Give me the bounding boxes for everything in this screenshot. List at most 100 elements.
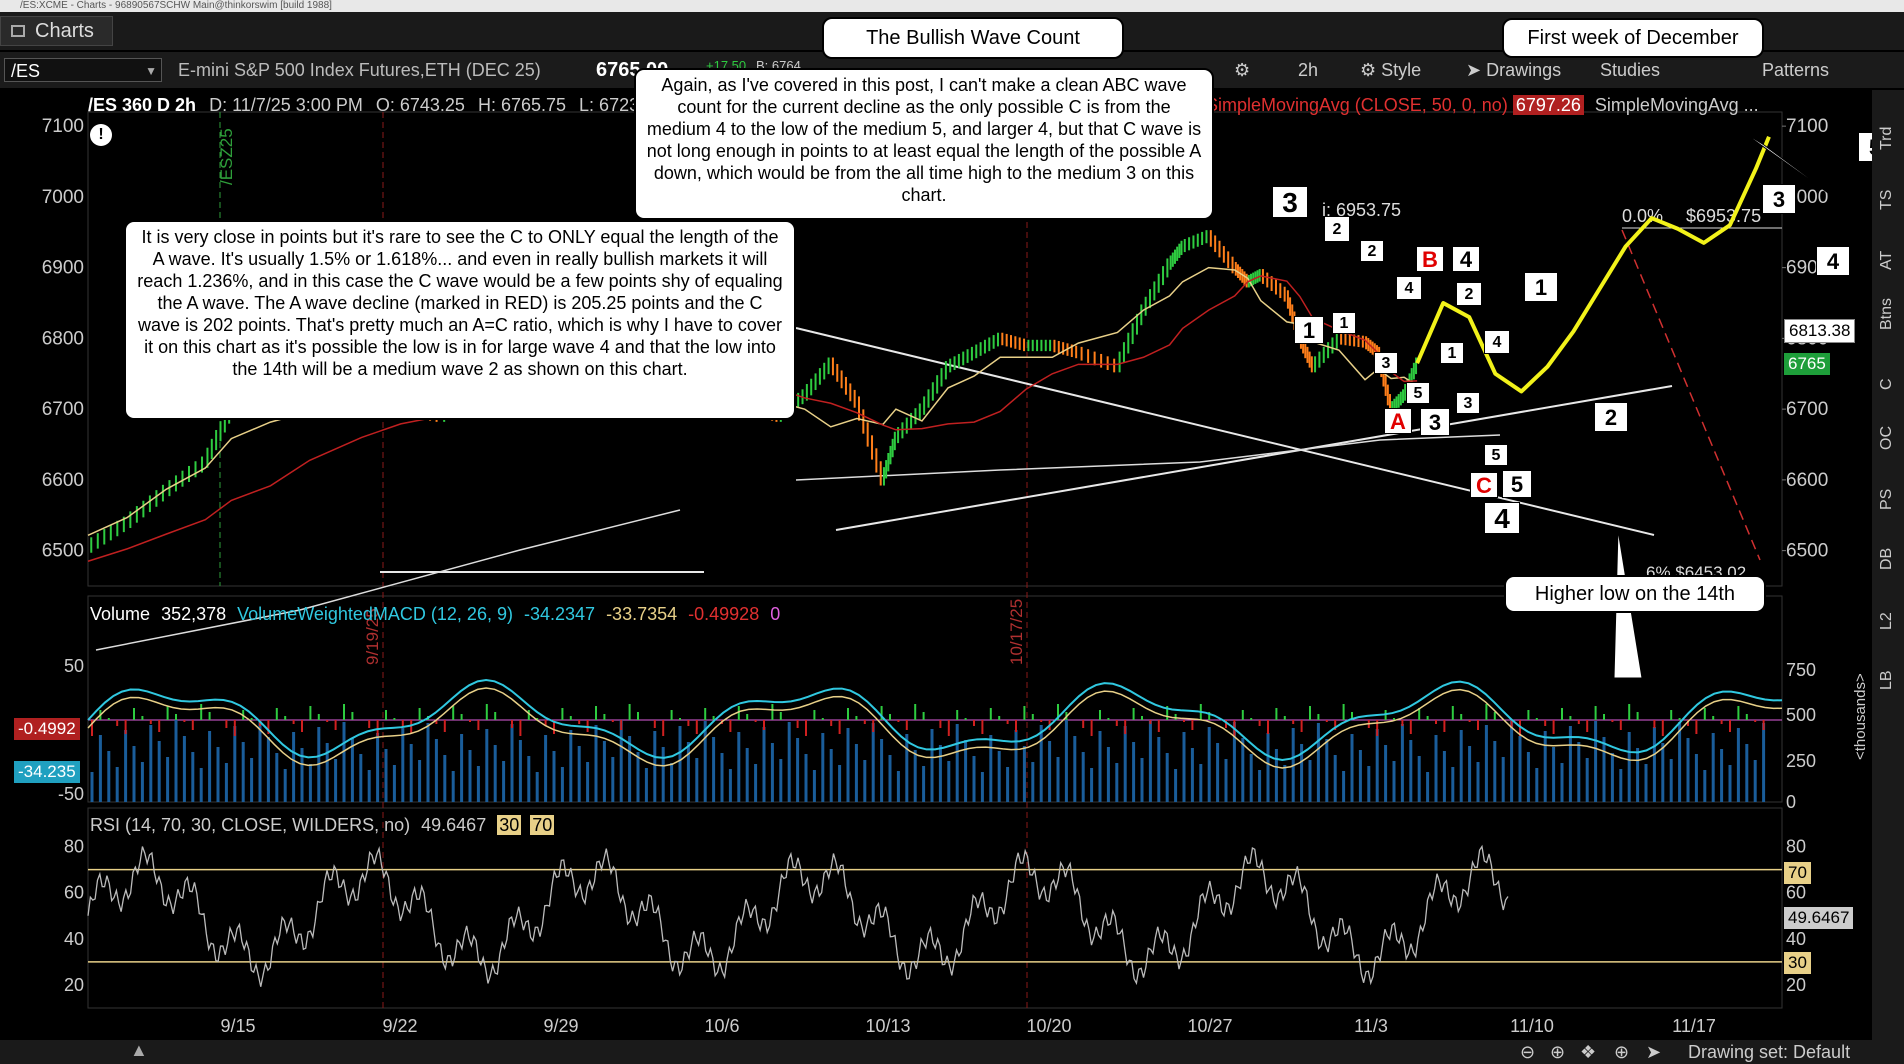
rsi-tick-left-3: 20 [64,975,84,995]
callout-higher-low: Higher low on the 14th [1504,575,1766,613]
crosshair-icon[interactable]: ⊕ [1614,1042,1630,1062]
status-bar: ▲ ⊖ ⊕ ❖ ⊕ ➤ Drawing set: Default [0,1040,1904,1064]
wave-label: 1 [1332,312,1356,334]
instrument-description: E-mini S&P 500 Index Futures,ETH (DEC 25… [178,60,541,80]
badge-rsi-70: 70 [1784,862,1811,884]
pan-icon[interactable]: ❖ [1580,1042,1597,1062]
time-tick-9: 11/17 [1672,1016,1716,1036]
badge-rsi-value: 49.6467 [1784,907,1854,929]
collapse-icon[interactable]: ▲ [130,1040,148,1060]
sidebar-tab-ps[interactable]: PS [1878,488,1895,510]
callout-first-week: First week of December [1502,18,1764,58]
diff-value: -0.49928 [688,604,760,624]
sidebar-tab-at[interactable]: AT [1878,250,1895,270]
header-high: H: 6765.75 [477,95,567,115]
header-low: L: 6723. [579,95,645,115]
wave-label: C [1470,472,1498,498]
header-date: D: 11/7/25 3:00 PM [209,95,363,115]
time-tick-6: 10/27 [1187,1016,1232,1036]
tab-charts[interactable]: Charts [0,16,113,46]
wave-label: 3 [1456,392,1480,414]
symbol-value: /ES [11,61,41,81]
price-tick-left-6: 6500 [42,541,84,562]
rsi-tick-right-1: 60 [1786,883,1806,903]
rsi-tick-left-2: 40 [64,929,84,949]
badge-macd-diff: -0.4992 [14,718,80,740]
badge-macd-value: -34.235 [14,761,80,783]
volume-tick-0: 750 [1786,660,1816,680]
drawings-label: Drawings [1486,60,1562,80]
sidebar-tab-oc[interactable]: OC [1878,426,1895,450]
wave-label: 4 [1396,276,1422,300]
wave-label: 1 [1294,316,1324,344]
sidebar-tab-l2[interactable]: L2 [1878,612,1895,630]
wave-label: 4 [1816,246,1850,276]
wave-label: 3 [1272,186,1308,218]
volume-tick-2: 250 [1786,751,1816,771]
price-tick-left-3: 6800 [42,328,84,349]
price-tick-right-6: 6500 [1786,541,1828,562]
timeframe-button[interactable]: 2h [1298,60,1319,80]
chevron-down-icon[interactable]: ▼ [145,64,157,78]
right-sidebar: Trd TS AT Btns C OC PS DB L2 LB [1872,90,1904,1040]
badge-rsi-30: 30 [1784,952,1811,974]
projection-path [1415,136,1771,394]
time-tick-1: 9/22 [382,1016,417,1036]
sidebar-tab-btns[interactable]: Btns [1878,297,1895,330]
rsi-tick-left-0: 80 [64,837,84,857]
patterns-button[interactable]: Patterns [1762,58,1829,82]
symbol-input[interactable]: /ES ▼ [4,58,162,82]
macd-tick-1: -50 [58,784,84,804]
wave-label: 2 [1324,216,1350,242]
chart-header: /ES 360 D 2h D: 11/7/25 3:00 PM O: 6743.… [88,94,644,116]
wave-label: A [1384,408,1412,434]
rsi-value: 49.6467 [421,815,487,835]
zoom-in-icon[interactable]: ⊕ [1550,1042,1566,1062]
rsi-label: RSI (14, 70, 30, CLOSE, WILDERS, no) [90,815,411,835]
fib-0-pct: 0.0% [1622,206,1663,226]
sidebar-tab-db[interactable]: DB [1878,547,1895,570]
sma50-value: 6797.26 [1512,95,1584,115]
time-tick-7: 11/3 [1354,1016,1388,1036]
time-tick-3: 10/6 [704,1016,739,1036]
drawing-set[interactable]: Drawing set: Default [1688,1042,1851,1062]
sma-more: SimpleMovingAvg ... [1594,95,1759,115]
style-icon: ⚙ [1360,60,1382,80]
tab-charts-label: Charts [35,20,94,42]
studies-button[interactable]: Studies [1600,58,1660,82]
gear-icon[interactable]: ⚙ [1234,60,1251,80]
sidebar-tab-ts[interactable]: TS [1878,189,1895,210]
rsi-pane-frame [87,807,1783,1009]
rsi-line [87,844,1509,987]
style-button[interactable]: ⚙ Style [1360,58,1421,82]
zoom-out-icon[interactable]: ⊖ [1520,1042,1536,1062]
drawings-button[interactable]: ➤ Drawings [1466,58,1561,82]
price-tick-left-0: 7100 [42,116,84,137]
chart-window-icon [11,25,25,37]
macd-label: VolumeWeightedMACD (12, 26, 9) [237,604,513,624]
patterns-label: Patterns [1762,60,1830,80]
macd-value: -34.2347 [523,604,596,624]
volume-value: 352,378 [161,604,227,624]
sidebar-tab-lb[interactable]: LB [1878,670,1895,690]
sma200-line [95,509,681,651]
sidebar-tab-c[interactable]: C [1878,378,1895,390]
macd-signal-line [87,687,1783,769]
fib-0-price: $6953.75 [1686,206,1761,226]
price-tick-left-5: 6600 [42,470,84,491]
wave-label: 2 [1456,282,1482,306]
wave-label: 5 [1502,470,1532,498]
volume-label: Volume [90,604,151,624]
sma50-label: SimpleMovingAvg (CLOSE, 50, 0, no) [1206,95,1508,115]
callout-paragraph-1: Again, as I've covered in this post, I c… [634,68,1214,220]
rsi-os: 70 [530,815,555,835]
fib-high-label: i: 6953.75 [1322,200,1401,220]
zero-value: 0 [770,604,781,624]
alert-icon[interactable]: ! [90,124,112,146]
macd-tick-0: 50 [64,656,84,676]
price-tick-right-5: 6600 [1786,470,1828,491]
studies-label: Studies [1600,60,1661,80]
pointer-icon[interactable]: ➤ [1646,1042,1662,1062]
sidebar-tab-trd[interactable]: Trd [1878,126,1895,150]
vertical-contract: /ESZ25 [217,128,236,185]
